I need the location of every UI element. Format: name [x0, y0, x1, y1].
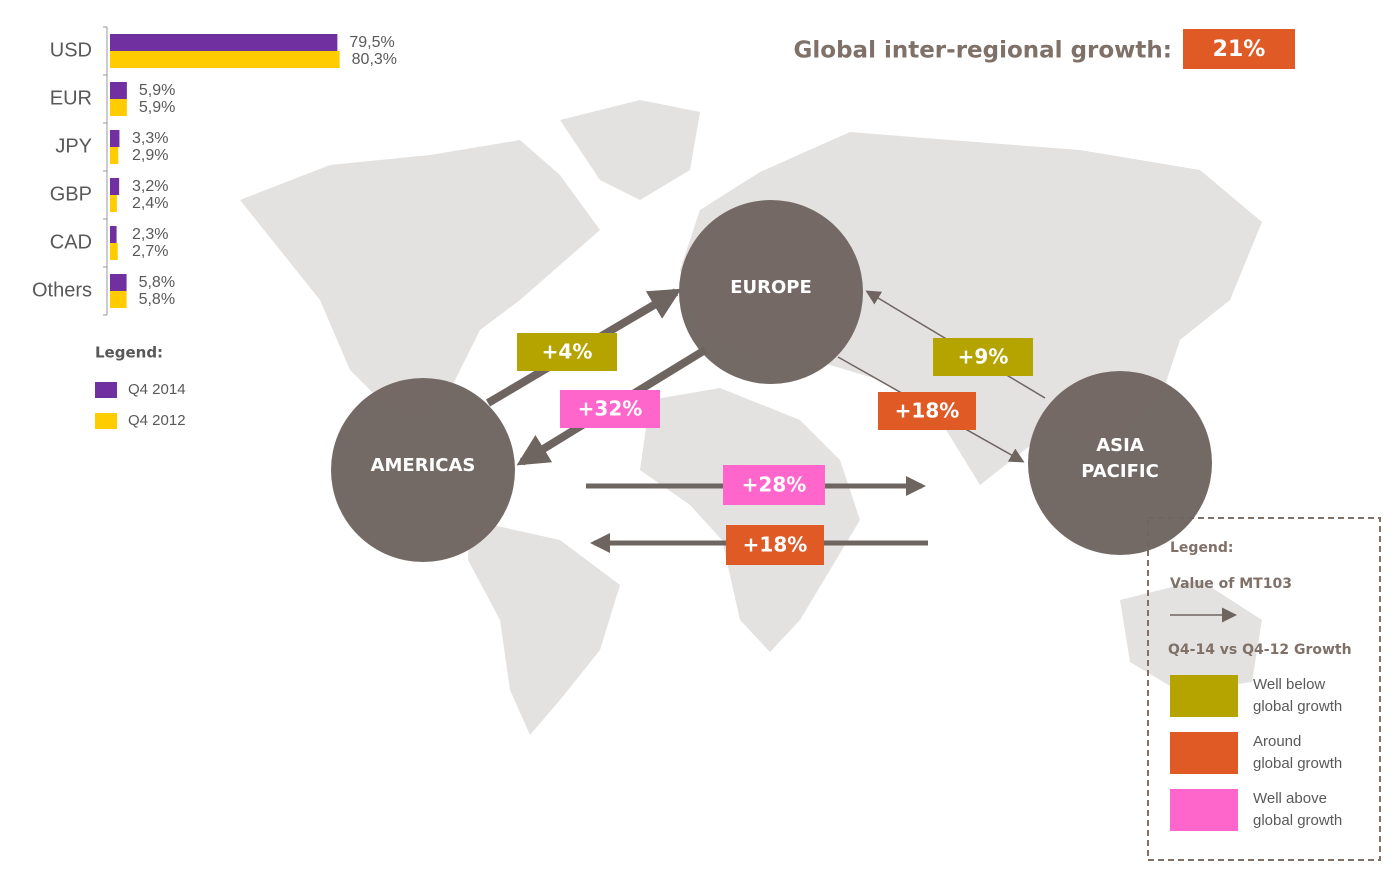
legend-arrow-label: Value of MT103	[1170, 576, 1292, 592]
bar	[110, 195, 117, 212]
region-label: ASIA	[1096, 435, 1144, 456]
legend-swatch	[1170, 789, 1238, 831]
legend-title: Legend:	[95, 344, 163, 362]
value-label: 5,9%	[139, 99, 175, 116]
flow-label: +9%	[958, 345, 1009, 369]
region-circle	[331, 378, 515, 562]
value-label: 2,3%	[132, 226, 168, 243]
flow-box	[560, 390, 660, 428]
value-label: 3,2%	[132, 178, 168, 195]
header-value: 21%	[1213, 37, 1266, 62]
legend-item-label: global growth	[1253, 755, 1342, 772]
legend-item-label: Well below	[1253, 676, 1325, 693]
legend-swatch	[95, 413, 117, 429]
value-label: 2,9%	[132, 147, 168, 164]
flow-box	[726, 525, 824, 565]
category-label: EUR	[50, 87, 92, 109]
flow-box	[933, 338, 1033, 376]
value-label: 5,8%	[139, 291, 175, 308]
bar	[110, 130, 120, 147]
bar	[110, 51, 340, 68]
category-label: JPY	[55, 135, 92, 157]
bar	[110, 226, 117, 243]
header-title: Global inter-regional growth:	[794, 38, 1172, 64]
flow-label: +18%	[743, 533, 808, 557]
flow-box	[723, 465, 825, 505]
flow-label: +4%	[542, 340, 593, 364]
legend-label: Q4 2012	[128, 412, 186, 429]
legend-swatch	[95, 382, 117, 398]
legend-swatch	[1170, 732, 1238, 774]
category-label: CAD	[50, 231, 92, 253]
legend-box	[1147, 517, 1381, 861]
legend-swatch	[1170, 675, 1238, 717]
region-circle	[1028, 371, 1212, 555]
region-label: PACIFIC	[1081, 461, 1159, 482]
bar	[110, 291, 127, 308]
bar	[110, 99, 127, 116]
bar	[110, 82, 127, 99]
bar	[110, 34, 338, 51]
value-label: 2,7%	[132, 243, 168, 260]
header-box	[1183, 29, 1295, 69]
legend-title: Legend:	[1170, 540, 1234, 556]
region-circle	[679, 200, 863, 384]
bar	[110, 147, 119, 164]
value-label: 3,3%	[132, 130, 168, 147]
flow-box	[517, 333, 617, 371]
category-label: Others	[32, 279, 92, 301]
value-label: 2,4%	[132, 195, 168, 212]
value-label: 5,8%	[139, 274, 175, 291]
bar	[110, 243, 118, 260]
category-label: USD	[50, 39, 92, 61]
legend-growth-title: Q4-14 vs Q4-12 Growth	[1168, 642, 1352, 658]
flow-label: +32%	[578, 397, 643, 421]
legend-item-label: Around	[1253, 733, 1301, 750]
region-label: EUROPE	[730, 277, 812, 298]
bar	[110, 274, 127, 291]
legend-item-label: Well above	[1253, 790, 1327, 807]
legend-item-label: global growth	[1253, 812, 1342, 829]
flow-label: +18%	[895, 399, 960, 423]
region-label: AMERICAS	[371, 455, 476, 476]
flow-label: +28%	[742, 473, 807, 497]
value-label: 80,3%	[352, 51, 397, 68]
legend-item-label: global growth	[1253, 698, 1342, 715]
bar	[110, 178, 120, 195]
category-label: GBP	[50, 183, 92, 205]
value-label: 5,9%	[139, 82, 175, 99]
legend-label: Q4 2014	[128, 381, 186, 398]
value-label: 79,5%	[349, 34, 394, 51]
flow-box	[878, 392, 976, 430]
